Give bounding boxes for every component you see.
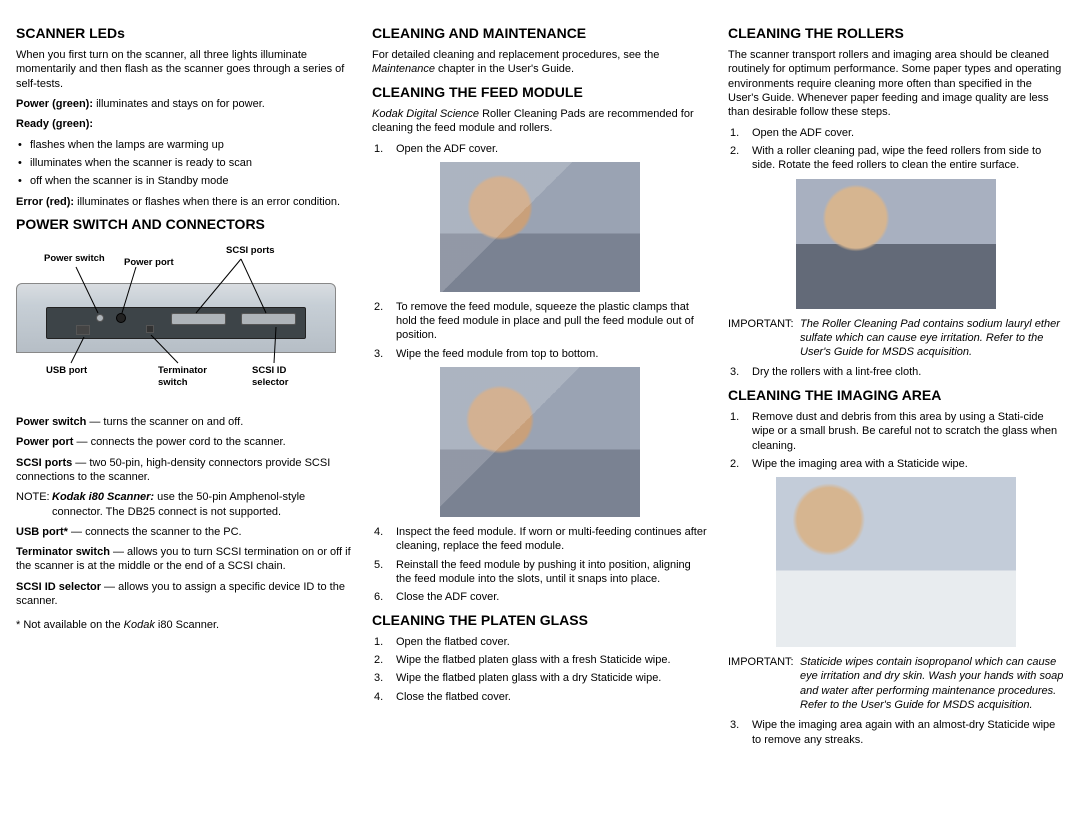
column-1: SCANNER LEDs When you first turn on the … — [16, 20, 352, 753]
roller-steps-b: Dry the rollers with a lint-free cloth. — [728, 365, 1064, 379]
step: Inspect the feed module. If worn or mult… — [372, 525, 708, 554]
step: To remove the feed module, squeeze the p… — [372, 300, 708, 343]
step: Open the ADF cover. — [728, 126, 1064, 140]
ready-bullets: flashes when the lamps are warming up il… — [16, 138, 352, 189]
rollers-intro: The scanner transport rollers and imagin… — [728, 48, 1064, 119]
photo-imaging-area — [776, 477, 1016, 647]
def-terminator: Terminator switch — allows you to turn S… — [16, 545, 352, 574]
leds-intro: When you first turn on the scanner, all … — [16, 48, 352, 91]
step: Wipe the imaging area again with an almo… — [728, 718, 1064, 747]
def-power-switch: Power switch — turns the scanner on and … — [16, 415, 352, 429]
ready-green-label: Ready (green): — [16, 117, 352, 131]
step: With a roller cleaning pad, wipe the fee… — [728, 144, 1064, 173]
ready-bullet: off when the scanner is in Standby mode — [16, 174, 352, 188]
step: Dry the rollers with a lint-free cloth. — [728, 365, 1064, 379]
def-scsi-id: SCSI ID selector — allows you to assign … — [16, 580, 352, 609]
ready-bullet: flashes when the lamps are warming up — [16, 138, 352, 152]
roller-steps-a: Open the ADF cover. With a roller cleani… — [728, 126, 1064, 173]
diagram-label-terminator: Terminator switch — [158, 365, 207, 390]
platen-steps: Open the flatbed cover. Wipe the flatbed… — [372, 635, 708, 704]
imaging-steps-a: Remove dust and debris from this area by… — [728, 410, 1064, 471]
heading-scanner-leds: SCANNER LEDs — [16, 24, 352, 42]
def-power-port: Power port — connects the power cord to … — [16, 435, 352, 449]
def-usb-port: USB port* — connects the scanner to the … — [16, 525, 352, 539]
diagram-label-scsi-id: SCSI ID selector — [252, 365, 288, 390]
feed-steps-c: Inspect the feed module. If worn or mult… — [372, 525, 708, 604]
step: Open the ADF cover. — [372, 142, 708, 156]
error-red: Error (red): illuminates or flashes when… — [16, 195, 352, 209]
heading-feed-module: CLEANING THE FEED MODULE — [372, 83, 708, 101]
heading-power-switch: POWER SWITCH AND CONNECTORS — [16, 215, 352, 233]
heading-platen-glass: CLEANING THE PLATEN GLASS — [372, 611, 708, 629]
diagram-label-usb-port: USB port — [46, 365, 87, 377]
heading-cleaning-maintenance: CLEANING AND MAINTENANCE — [372, 24, 708, 42]
step: Close the flatbed cover. — [372, 690, 708, 704]
ready-bullet: illuminates when the scanner is ready to… — [16, 156, 352, 170]
heading-imaging-area: CLEANING THE IMAGING AREA — [728, 386, 1064, 404]
footnote: * Not available on the Kodak i80 Scanner… — [16, 618, 352, 632]
step: Wipe the imaging area with a Staticide w… — [728, 457, 1064, 471]
note: NOTE: Kodak i80 Scanner: use the 50-pin … — [16, 490, 352, 519]
diagram-label-power-switch: Power switch — [44, 253, 105, 265]
column-3: CLEANING THE ROLLERS The scanner transpo… — [728, 20, 1064, 753]
cm-intro: For detailed cleaning and replacement pr… — [372, 48, 708, 77]
feed-steps-b: To remove the feed module, squeeze the p… — [372, 300, 708, 361]
important-rollers: IMPORTANT: The Roller Cleaning Pad conta… — [728, 317, 1064, 360]
step: Wipe the feed module from top to bottom. — [372, 347, 708, 361]
step: Remove dust and debris from this area by… — [728, 410, 1064, 453]
step: Wipe the flatbed platen glass with a fre… — [372, 653, 708, 667]
imaging-steps-b: Wipe the imaging area again with an almo… — [728, 718, 1064, 747]
diagram-label-power-port: Power port — [124, 257, 174, 269]
def-scsi-ports: SCSI ports — two 50-pin, high-density co… — [16, 456, 352, 485]
diagram-label-scsi-ports: SCSI ports — [226, 245, 275, 257]
power-green: Power (green): illuminates and stays on … — [16, 97, 352, 111]
heading-rollers: CLEANING THE ROLLERS — [728, 24, 1064, 42]
step: Open the flatbed cover. — [372, 635, 708, 649]
photo-feed-module — [440, 367, 640, 517]
feed-steps-a: Open the ADF cover. — [372, 142, 708, 156]
photo-adf-cover — [440, 162, 640, 292]
connector-diagram: Power switch Power port SCSI ports USB p… — [16, 239, 336, 409]
feed-intro: Kodak Digital Science Roller Cleaning Pa… — [372, 107, 708, 136]
photo-rollers — [796, 179, 996, 309]
step: Close the ADF cover. — [372, 590, 708, 604]
step: Wipe the flatbed platen glass with a dry… — [372, 671, 708, 685]
important-imaging: IMPORTANT: Staticide wipes contain isopr… — [728, 655, 1064, 712]
step: Reinstall the feed module by pushing it … — [372, 558, 708, 587]
column-2: CLEANING AND MAINTENANCE For detailed cl… — [372, 20, 708, 753]
